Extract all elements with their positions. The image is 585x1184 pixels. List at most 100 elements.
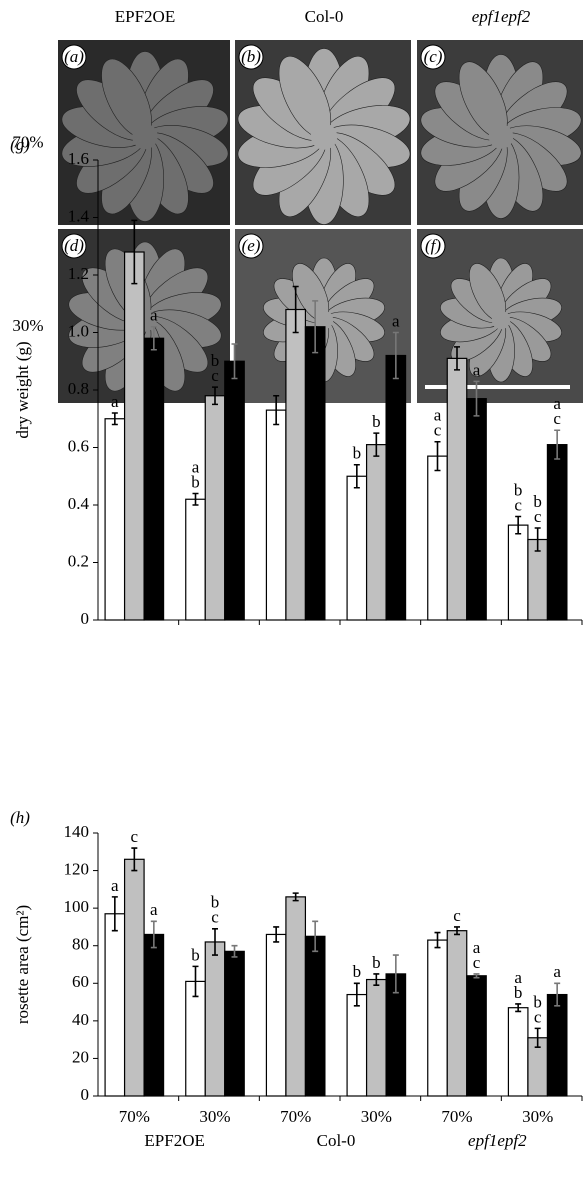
bar [105, 419, 125, 620]
panel-label: (c) [424, 47, 443, 66]
bar [125, 252, 145, 620]
significance-letter: a [111, 876, 119, 895]
significance-letter: b [353, 444, 362, 463]
rosette-center [489, 124, 514, 149]
significance-letter: c [211, 366, 219, 385]
bar [205, 396, 225, 620]
column-header: EPF2OE [115, 7, 175, 26]
bar [286, 310, 306, 621]
y-tick-label: 120 [64, 859, 90, 878]
bar [186, 499, 206, 620]
significance-letter: b [372, 953, 381, 972]
bar [508, 1008, 527, 1096]
column-header: Col-0 [305, 7, 344, 26]
y-tick-label: 1.0 [68, 321, 89, 340]
significance-letter: c [553, 409, 561, 428]
x-tick-label: 30% [522, 1107, 553, 1126]
panel-label: (d) [64, 236, 84, 255]
significance-letter: a [473, 360, 481, 379]
significance-letter: a [392, 311, 400, 330]
significance-letter: a [150, 900, 158, 919]
bar [225, 361, 245, 620]
y-tick-label: 0.2 [68, 551, 89, 570]
bar [305, 327, 325, 620]
bar [367, 980, 387, 1096]
x-tick-label: 70% [441, 1107, 472, 1126]
significance-letter: c [534, 507, 542, 526]
x-tick-label: 30% [199, 1107, 230, 1126]
y-tick-label: 40 [72, 1010, 89, 1029]
y-tick-label: 1.2 [68, 264, 89, 283]
significance-letter: b [353, 962, 362, 981]
bar [266, 410, 286, 620]
y-tick-label: 0.6 [68, 436, 89, 455]
panel-label: (e) [242, 236, 261, 255]
bar [447, 358, 467, 620]
group-label: Col-0 [317, 1131, 356, 1150]
bar [286, 897, 306, 1096]
x-tick-label: 30% [361, 1107, 392, 1126]
y-axis-label: rosette area (cm²) [13, 905, 32, 1024]
y-tick-label: 0.8 [68, 379, 89, 398]
y-tick-label: 140 [64, 822, 90, 841]
bar [447, 931, 467, 1096]
bar [386, 356, 406, 621]
panel-label: (g) [10, 135, 30, 154]
x-tick-label: 70% [119, 1107, 150, 1126]
bar [347, 476, 367, 620]
x-tick-label: 70% [280, 1107, 311, 1126]
significance-letter: c [453, 906, 461, 925]
panel-label: (h) [10, 808, 30, 827]
bar [225, 951, 245, 1096]
bar [547, 445, 567, 620]
bar [125, 859, 145, 1096]
group-label: EPF2OE [144, 1131, 204, 1150]
panel-label: (f) [425, 236, 441, 255]
significance-letter: b [191, 472, 200, 491]
rosette-center [132, 124, 158, 150]
significance-letter: a [111, 392, 119, 411]
y-tick-label: 0.4 [68, 494, 90, 513]
y-axis-label: dry weight (g) [13, 341, 32, 438]
y-tick-label: 80 [72, 935, 89, 954]
bar [467, 976, 487, 1096]
bar [305, 936, 325, 1096]
bar [347, 995, 367, 1096]
bar [428, 940, 448, 1096]
significance-letter: b [514, 983, 523, 1002]
significance-letter: c [534, 1007, 542, 1026]
significance-letter: c [514, 495, 522, 514]
significance-letter: c [131, 827, 139, 846]
bar [367, 445, 387, 620]
y-tick-label: 1.4 [68, 206, 90, 225]
bar [144, 934, 164, 1096]
y-tick-label: 1.6 [68, 149, 89, 168]
bar [467, 399, 487, 620]
row-label: 30% [12, 316, 43, 335]
bar [186, 981, 206, 1096]
significance-letter: b [191, 945, 200, 964]
y-tick-label: 0 [81, 1085, 90, 1104]
panel-label: (b) [241, 47, 261, 66]
column-header: epf1epf2 [472, 7, 531, 26]
bar [508, 525, 527, 620]
significance-letter: c [473, 953, 481, 972]
group-label: epf1epf2 [468, 1131, 527, 1150]
y-tick-label: 60 [72, 972, 89, 991]
significance-letter: a [553, 962, 561, 981]
rosette-center [492, 311, 511, 330]
panel-label: (a) [64, 47, 84, 66]
bar [428, 456, 448, 620]
significance-letter: b [372, 412, 381, 431]
y-tick-label: 20 [72, 1047, 89, 1066]
significance-letter: a [150, 306, 158, 325]
significance-letter: c [211, 908, 219, 927]
bar [105, 914, 125, 1096]
figure: (a) (b) (c) (d) (e) (f) EPF2OE Col-0 epf1epf2 70%… [0, 0, 585, 1184]
y-tick-label: 0 [81, 609, 90, 628]
bar [144, 338, 164, 620]
rosette-center [311, 123, 337, 149]
bar [547, 995, 567, 1096]
bar [205, 942, 225, 1096]
significance-letter: c [434, 421, 442, 440]
